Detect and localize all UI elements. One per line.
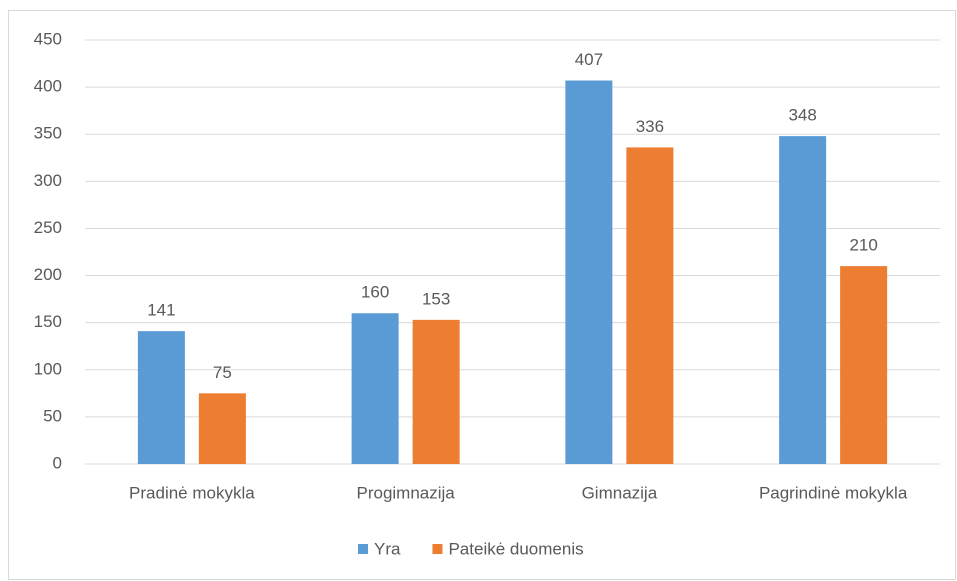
bar: [412, 319, 460, 464]
bar: [565, 80, 613, 464]
data-label: 75: [213, 363, 232, 382]
bar: [779, 136, 827, 464]
y-tick-label: 450: [34, 29, 62, 48]
y-tick-label: 400: [34, 77, 62, 96]
legend-label: Yra: [374, 539, 401, 558]
bar: [840, 266, 888, 464]
x-tick-label: Progimnazija: [356, 483, 455, 502]
bar: [351, 313, 399, 464]
bar: [198, 393, 246, 464]
y-tick-label: 200: [34, 265, 62, 284]
x-tick-label: Gimnazija: [582, 483, 658, 502]
y-tick-label: 250: [34, 218, 62, 237]
y-tick-label: 150: [34, 312, 62, 331]
data-label: 141: [147, 301, 175, 320]
data-label: 348: [788, 106, 816, 125]
legend-label: Pateikė duomenis: [448, 539, 583, 558]
bar: [626, 147, 674, 464]
data-label: 336: [636, 117, 664, 136]
legend-swatch: [432, 544, 443, 554]
data-label: 160: [361, 283, 389, 302]
y-tick-label: 0: [53, 453, 62, 472]
data-label: 407: [575, 50, 603, 69]
data-label: 153: [422, 289, 450, 308]
y-tick-label: 350: [34, 124, 62, 143]
y-tick-label: 300: [34, 171, 62, 190]
legend-swatch: [358, 544, 368, 554]
bar: [137, 331, 185, 464]
y-tick-label: 50: [43, 406, 62, 425]
y-tick-label: 100: [34, 359, 62, 378]
data-label: 210: [849, 236, 877, 255]
x-tick-label: Pradinė mokykla: [129, 483, 255, 502]
x-tick-label: Pagrindinė mokykla: [759, 483, 908, 502]
